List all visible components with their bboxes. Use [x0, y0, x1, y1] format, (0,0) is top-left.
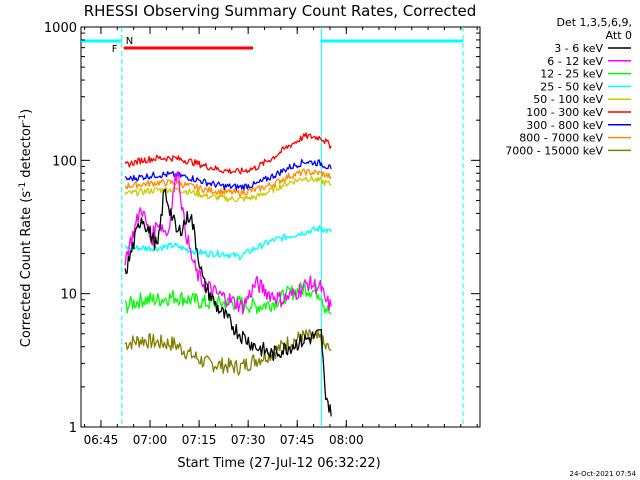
night-flag-label: N: [126, 36, 133, 47]
series-line: [124, 132, 332, 175]
legend-subtitle: Att 0: [606, 29, 632, 42]
legend-title: Det 1,3,5,6,9,: [556, 16, 632, 29]
y-axis-label-sup1: -1: [18, 182, 28, 191]
legend-label: 100 - 300 keV: [526, 106, 603, 119]
footer-timestamp: 24-Oct-2021 07:54: [570, 470, 637, 478]
x-tick-label: 08:00: [329, 433, 364, 447]
x-tick-label: 07:45: [280, 433, 315, 447]
series-lines: [124, 132, 332, 417]
legend-label: 300 - 800 keV: [526, 119, 603, 132]
annotation-bars: [81, 27, 464, 427]
series-line: [124, 158, 332, 191]
series-line: [124, 225, 332, 261]
chart-title: RHESSI Observing Summary Count Rates, Co…: [84, 2, 477, 20]
series-line: [124, 168, 332, 197]
x-axis-label: Start Time (27-Jul-12 06:32:22): [177, 456, 380, 471]
series-line: [124, 175, 332, 203]
x-tick-label: 06:45: [84, 433, 119, 447]
flare-flag-label: F: [112, 44, 118, 55]
legend-label: 800 - 7000 keV: [519, 132, 603, 145]
x-axis-ticks: 06:45 07:00 07:15 07:30 07:45 08:00: [84, 27, 478, 447]
x-tick-label: 07:15: [182, 433, 217, 447]
x-tick-label: 07:00: [133, 433, 168, 447]
legend-label: 12 - 25 keV: [540, 68, 603, 81]
legend-label: 50 - 100 keV: [533, 93, 603, 106]
series-line: [124, 329, 332, 376]
y-axis-label: Corrected Count Rate (s-1 detector-1): [18, 109, 34, 347]
y-tick-label: 10: [60, 288, 77, 303]
legend-label: 7000 - 15000 keV: [505, 144, 603, 157]
legend-label: 6 - 12 keV: [547, 55, 603, 68]
legend-label: 3 - 6 keV: [554, 42, 603, 55]
series-line: [124, 188, 332, 417]
y-axis-label-mid: detector: [19, 122, 34, 182]
x-tick-label: 07:30: [231, 433, 266, 447]
y-tick-label: 1: [69, 421, 77, 436]
y-axis-label-end: ): [19, 109, 34, 114]
y-tick-label: 100: [52, 154, 77, 169]
y-axis-label-sup2: -1: [18, 114, 28, 123]
legend-label: 25 - 50 keV: [540, 80, 603, 93]
y-axis-ticks: 1 10 100 1000: [44, 21, 480, 436]
y-axis-label-main: Corrected Count Rate (s: [19, 191, 34, 348]
y-tick-label: 1000: [44, 21, 77, 36]
